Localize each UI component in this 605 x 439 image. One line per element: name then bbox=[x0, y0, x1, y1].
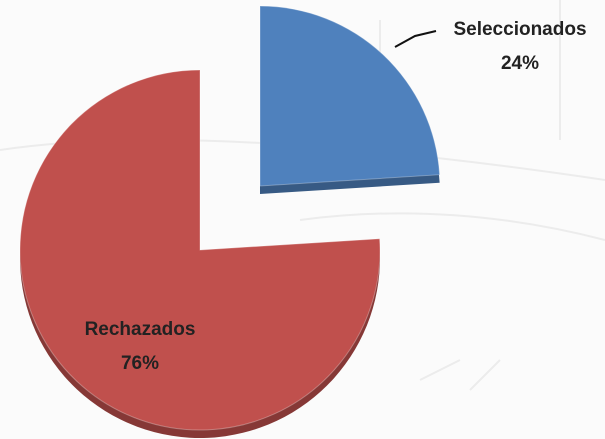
slice-value-label: 24% bbox=[501, 53, 539, 74]
slice-label: Seleccionados bbox=[453, 19, 586, 40]
slice-label: Rechazados bbox=[85, 319, 196, 340]
chart: Seleccionados 24% Rechazados 76% bbox=[0, 0, 605, 439]
slice-value-label: 76% bbox=[121, 353, 159, 374]
